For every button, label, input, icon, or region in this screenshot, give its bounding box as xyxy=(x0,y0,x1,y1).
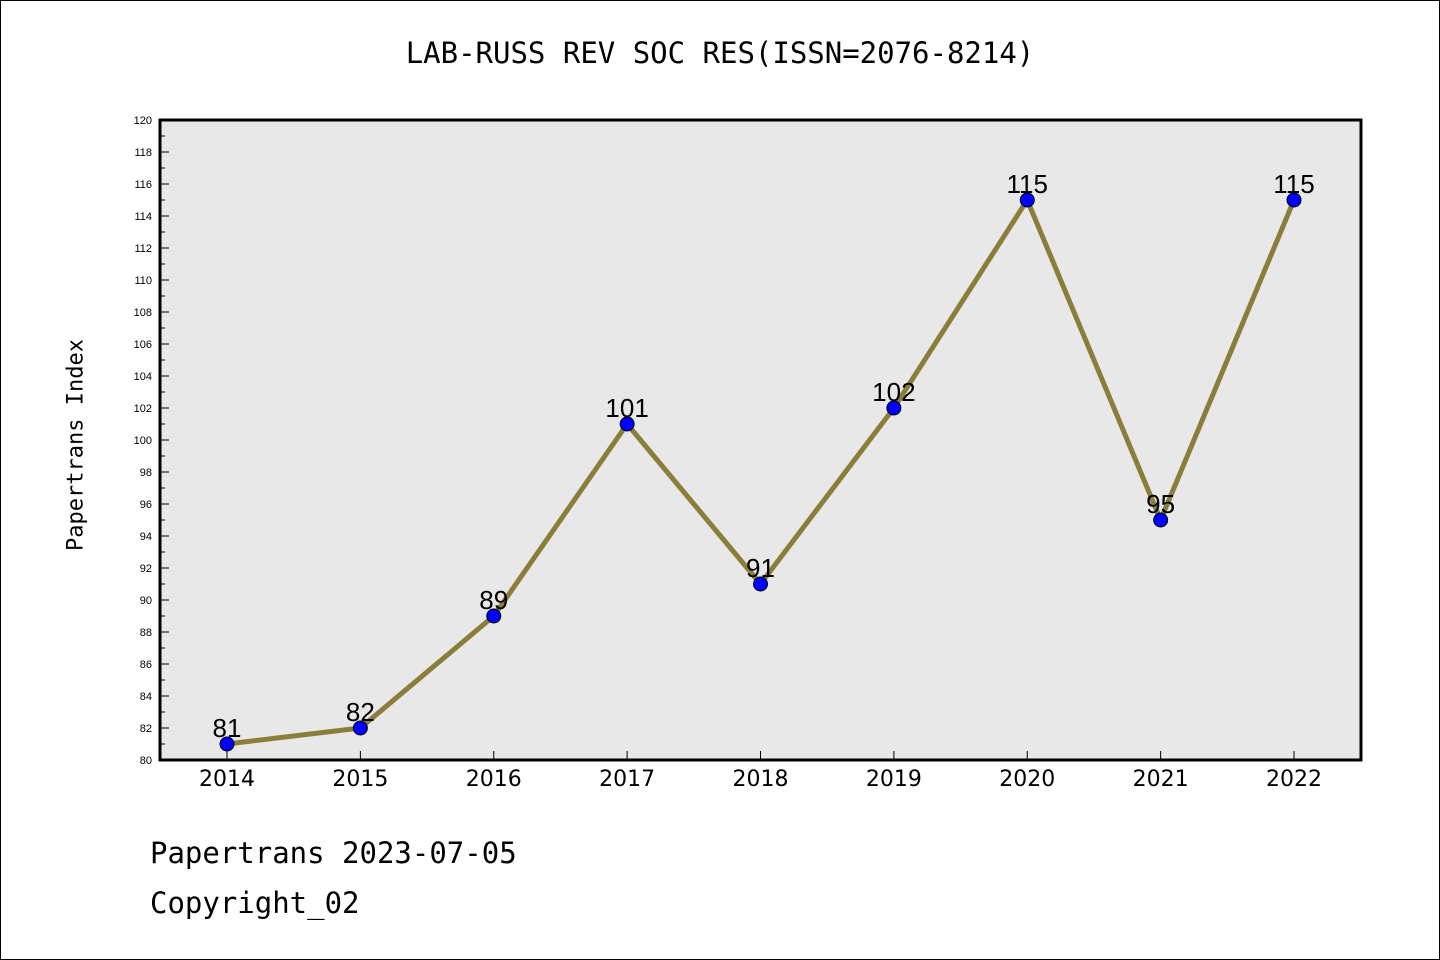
y-tick-label: 110 xyxy=(134,275,152,287)
y-tick-label: 120 xyxy=(134,115,152,127)
data-label: 102 xyxy=(872,377,915,407)
y-tick-label: 92 xyxy=(140,563,152,575)
y-tick-label: 118 xyxy=(134,147,152,159)
data-point xyxy=(1153,512,1169,528)
data-point xyxy=(753,576,768,592)
y-tick-label: 82 xyxy=(140,723,152,735)
data-label: 91 xyxy=(746,553,775,583)
y-tick-label: 116 xyxy=(134,179,152,191)
data-labels: 81 82 89 101 91 102 115 95 115 xyxy=(213,169,1315,743)
data-label: 81 xyxy=(213,713,242,743)
y-tick-label: 88 xyxy=(140,627,152,639)
x-tick-label: 2014 xyxy=(199,767,255,792)
x-tick-label: 2016 xyxy=(466,767,522,792)
x-tick-label: 2021 xyxy=(1133,767,1189,792)
y-tick-label: 104 xyxy=(134,371,152,383)
x-axis: 2014 2015 2016 2017 2018 2019 2020 2021 2022 xyxy=(199,751,1322,792)
footer-date: Papertrans 2023-07-05 xyxy=(150,836,517,870)
data-label: 101 xyxy=(605,393,648,423)
footer-copyright: Copyright_02 xyxy=(150,886,360,920)
y-tick-label: 112 xyxy=(134,243,152,255)
data-point xyxy=(486,608,502,624)
data-label: 95 xyxy=(1146,489,1175,519)
y-tick-label: 96 xyxy=(140,499,152,511)
data-label: 89 xyxy=(479,585,508,615)
x-tick-label: 2020 xyxy=(999,767,1055,792)
y-tick-label: 80 xyxy=(140,755,152,767)
data-point xyxy=(886,400,902,416)
y-tick-label: 100 xyxy=(134,435,152,447)
data-point xyxy=(619,416,635,432)
data-point xyxy=(1286,192,1302,208)
data-markers xyxy=(219,192,1302,752)
y-tick-label: 90 xyxy=(140,595,152,607)
y-tick-label: 114 xyxy=(134,211,152,223)
plot-border xyxy=(158,118,1363,762)
y-axis: 80 82 84 86 88 90 92 94 96 98 100 102 104 106 108 110 11… xyxy=(134,115,169,767)
y-tick-label: 94 xyxy=(140,531,152,543)
x-tick-label: 2022 xyxy=(1266,767,1322,792)
data-label: 115 xyxy=(1007,169,1048,199)
y-tick-label: 106 xyxy=(134,339,152,351)
chart-title: LAB-RUSS REV SOC RES(ISSN=2076-8214) xyxy=(405,36,1035,70)
x-tick-label: 2019 xyxy=(866,767,922,792)
x-tick-label: 2017 xyxy=(599,767,655,792)
data-label: 82 xyxy=(346,697,375,727)
data-point xyxy=(352,720,368,736)
x-tick-label: 2018 xyxy=(733,767,789,792)
y-tick-label: 108 xyxy=(134,307,152,319)
x-tick-label: 2015 xyxy=(332,767,388,792)
data-point xyxy=(219,736,235,752)
y-tick-label: 84 xyxy=(140,691,152,703)
plot-area xyxy=(160,120,1361,760)
data-label: 115 xyxy=(1273,169,1314,199)
y-tick-label: 102 xyxy=(134,403,152,415)
data-point xyxy=(1019,192,1035,208)
y-tick-label: 86 xyxy=(140,659,152,671)
y-tick-label: 98 xyxy=(140,467,152,479)
